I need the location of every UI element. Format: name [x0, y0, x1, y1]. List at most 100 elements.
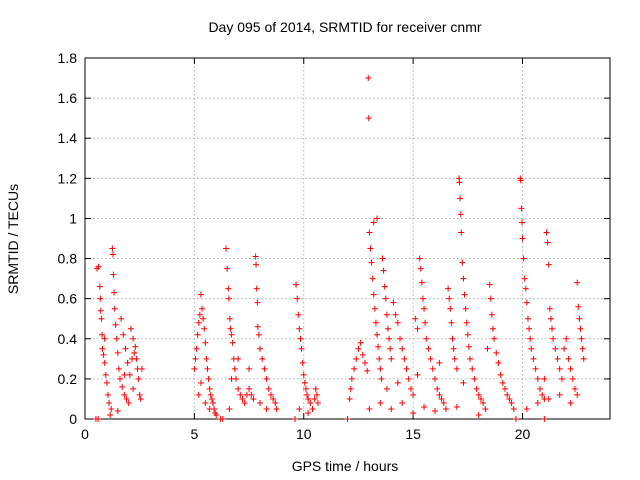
data-point: [575, 303, 582, 310]
data-point: [451, 355, 458, 362]
data-point: [254, 323, 261, 330]
data-point: [563, 335, 570, 342]
data-point: [123, 395, 130, 402]
data-point: [357, 339, 364, 346]
data-point: [539, 391, 546, 398]
data-point: [447, 305, 454, 312]
data-point: [381, 283, 388, 290]
data-point: [204, 365, 211, 372]
data-point: [554, 355, 561, 362]
data-point: [519, 235, 526, 242]
data-point: [225, 295, 232, 302]
data-point: [567, 365, 574, 372]
x-tick-label: 0: [81, 426, 89, 442]
data-point: [425, 345, 432, 352]
data-point: [135, 375, 142, 382]
data-point: [412, 315, 419, 322]
data-point: [206, 405, 213, 412]
data-point: [377, 365, 384, 372]
data-point: [255, 331, 262, 338]
data-point: [462, 305, 469, 312]
data-point: [459, 259, 466, 266]
data-point: [202, 339, 209, 346]
data-point: [510, 405, 517, 412]
data-point: [432, 375, 438, 382]
data-point: [379, 255, 386, 262]
data-point: [265, 385, 272, 392]
data-point: [208, 395, 215, 402]
x-tick-label: 20: [515, 426, 531, 442]
data-point: [344, 416, 351, 422]
data-point: [545, 395, 552, 402]
data-point: [313, 391, 320, 398]
data-point: [197, 291, 204, 298]
data-point: [453, 403, 460, 410]
data-point: [225, 285, 232, 292]
data-point: [122, 345, 129, 352]
data-point: [124, 359, 131, 366]
data-point: [546, 305, 553, 312]
data-point: [125, 399, 132, 406]
data-point: [387, 345, 394, 352]
data-point: [520, 255, 527, 262]
data-point: [436, 359, 443, 366]
data-point: [493, 349, 500, 356]
data-point: [495, 359, 502, 366]
data-point: [410, 391, 417, 398]
data-point: [104, 391, 111, 398]
data-point: [136, 391, 143, 398]
data-point: [194, 331, 201, 338]
data-point: [299, 359, 306, 366]
data-point: [99, 331, 106, 338]
data-point: [482, 405, 489, 412]
data-point: [114, 349, 121, 356]
data-point: [311, 395, 318, 402]
data-point: [469, 365, 476, 372]
data-point: [499, 379, 506, 386]
data-point: [127, 325, 134, 332]
data-point: [436, 391, 443, 398]
data-point: [453, 365, 460, 372]
data-point: [523, 405, 530, 412]
data-point: [418, 279, 425, 286]
data-point: [528, 345, 535, 352]
data-point: [98, 315, 105, 322]
data-point: [440, 399, 447, 406]
data-point: [489, 325, 496, 332]
data-point: [565, 355, 572, 362]
y-tick-label: 1.2: [58, 170, 78, 186]
y-tick-label: 1.4: [58, 130, 78, 146]
data-point: [371, 305, 378, 312]
data-point: [235, 355, 242, 362]
data-point: [399, 345, 406, 352]
data-point: [227, 325, 234, 332]
data-point: [567, 399, 574, 406]
data-point: [305, 395, 312, 402]
data-point: [199, 305, 206, 312]
data-point: [574, 391, 581, 398]
data-point: [461, 291, 468, 298]
data-point: [246, 385, 253, 392]
data-point: [445, 285, 452, 292]
data-point: [121, 391, 128, 398]
data-point: [577, 325, 584, 332]
axis-ticks: 0 0.2 0.4 0.6 0.8 1 1.2 1.4 1.6 1.8 0 5 10 15 20: [58, 50, 610, 442]
data-point: [549, 325, 556, 332]
data-point: [579, 345, 586, 352]
data-point: [113, 335, 120, 342]
data-point: [432, 407, 438, 414]
data-point: [110, 271, 117, 278]
data-point: [108, 405, 115, 412]
data-point: [101, 359, 108, 366]
data-point: [241, 399, 248, 406]
data-point: [534, 375, 541, 382]
data-point: [110, 251, 116, 258]
data-point: [109, 245, 116, 252]
data-point: [206, 385, 213, 392]
data-point: [475, 391, 482, 398]
data-point: [465, 343, 472, 350]
data-point: [353, 355, 360, 362]
data-point: [414, 371, 421, 378]
data-point: [572, 385, 578, 392]
